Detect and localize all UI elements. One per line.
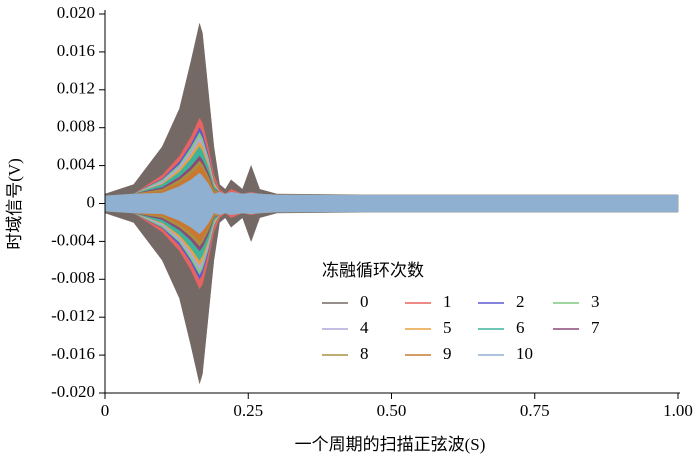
legend-label: 3 xyxy=(591,292,600,311)
x-tick-label: 0.50 xyxy=(377,401,407,420)
y-tick-label: -0.008 xyxy=(51,268,95,287)
x-tick-label: 1.00 xyxy=(663,401,693,420)
envelope-upper xyxy=(104,172,679,204)
legend-label: 4 xyxy=(360,318,369,337)
y-tick-label: 0.020 xyxy=(57,3,95,22)
plot-area xyxy=(104,22,679,385)
y-tick-label: -0.020 xyxy=(51,382,95,401)
legend-label: 7 xyxy=(591,318,600,337)
legend-label: 1 xyxy=(443,292,452,311)
legend-label: 6 xyxy=(516,318,525,337)
y-tick-label: 0.012 xyxy=(57,79,95,98)
envelope-lower xyxy=(104,203,679,235)
legend-label: 10 xyxy=(516,344,533,363)
legend-label: 2 xyxy=(516,292,525,311)
y-tick-label: 0 xyxy=(87,192,96,211)
legend-label: 9 xyxy=(443,344,452,363)
y-tick-label: 0.004 xyxy=(57,155,96,174)
y-tick-label: 0.016 xyxy=(57,41,95,60)
legend-label: 0 xyxy=(360,292,369,311)
y-axis-label: 时域信号(V) xyxy=(5,158,24,250)
x-tick-label: 0.25 xyxy=(233,401,263,420)
legend-label: 5 xyxy=(443,318,452,337)
x-tick-label: 0 xyxy=(101,401,110,420)
x-axis-label: 一个周期的扫描正弦波(S) xyxy=(295,435,486,454)
y-tick-label: -0.012 xyxy=(51,306,95,325)
legend-label: 8 xyxy=(360,344,369,363)
x-tick-label: 0.75 xyxy=(520,401,550,420)
y-tick-label: 0.008 xyxy=(57,117,95,136)
y-tick-label: -0.016 xyxy=(51,344,95,363)
legend-title: 冻融循环次数 xyxy=(322,261,424,280)
y-tick-label: -0.004 xyxy=(51,230,95,249)
